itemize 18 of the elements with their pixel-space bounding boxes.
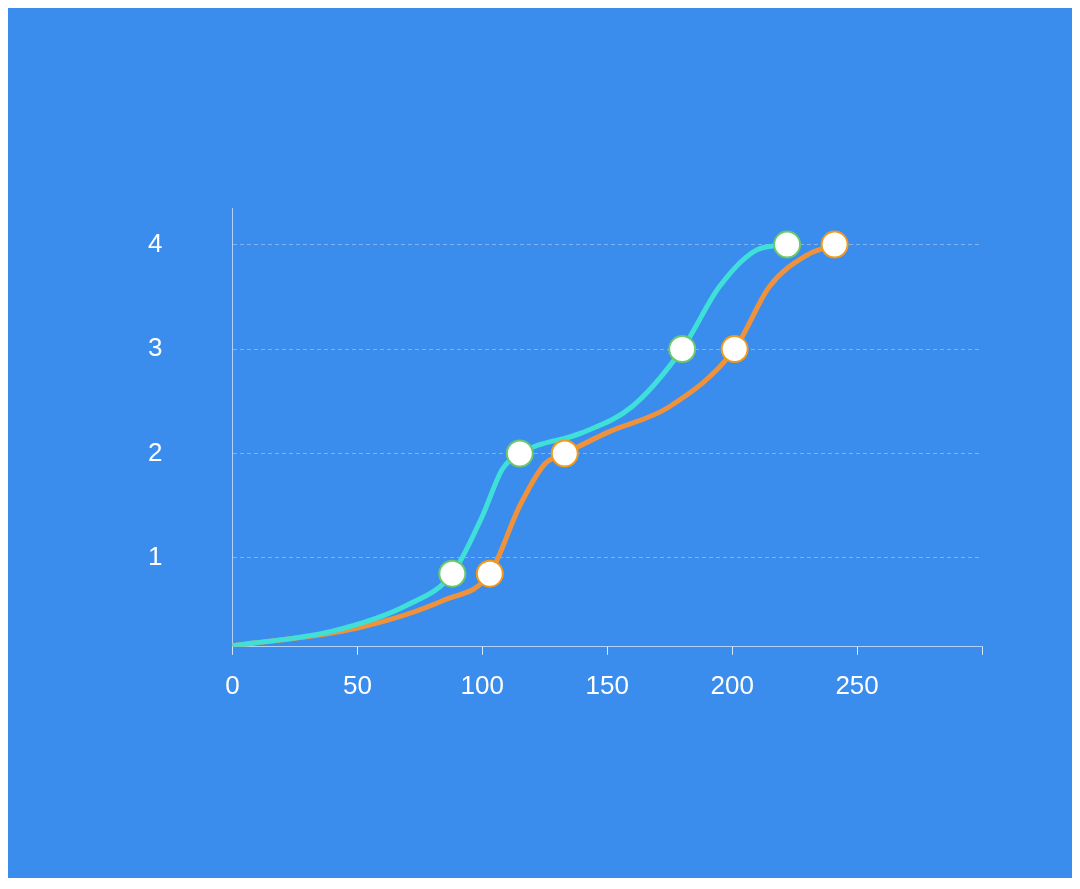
point [505, 439, 534, 468]
x-tick-label: 150 [585, 669, 629, 700]
point [773, 230, 802, 259]
y-tick-label: 1 [147, 541, 163, 572]
point [668, 335, 697, 364]
point [438, 559, 467, 588]
point [550, 439, 579, 468]
point [475, 559, 504, 588]
x-tick-label: 250 [835, 669, 879, 700]
y-tick-label: 2 [147, 436, 163, 467]
x-tick-label: 50 [342, 669, 372, 700]
x-tick-label: 0 [225, 669, 240, 700]
x-tick-label: 100 [460, 669, 504, 700]
x-tick-label: 200 [710, 669, 754, 700]
point [820, 230, 849, 259]
point [720, 335, 749, 364]
y-tick-label: 3 [147, 332, 163, 363]
y-tick-label: 4 [147, 227, 163, 258]
